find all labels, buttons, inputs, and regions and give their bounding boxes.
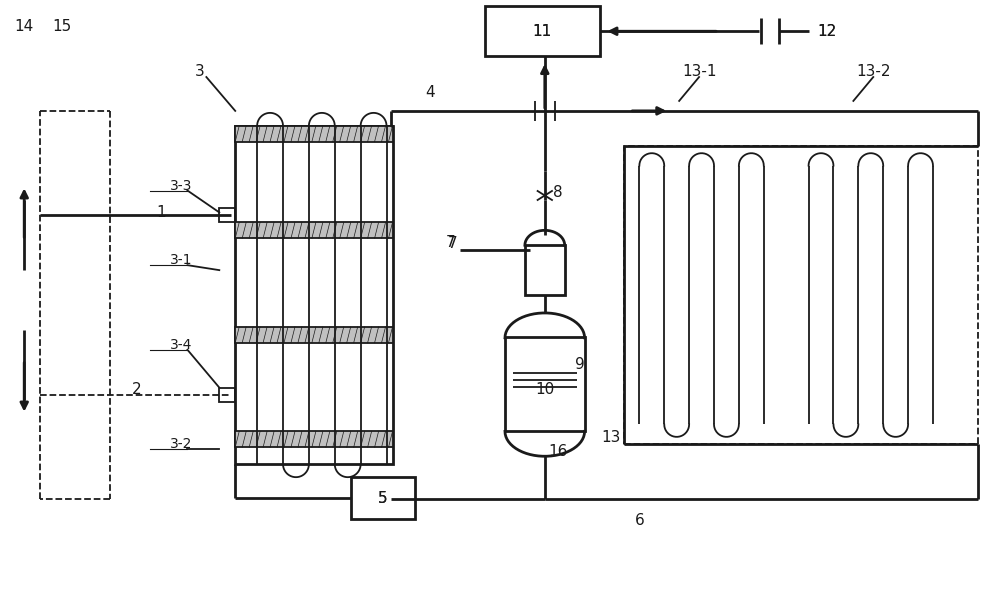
Text: 4: 4 <box>426 85 435 100</box>
Text: 11: 11 <box>532 24 551 39</box>
Bar <box>235 126 393 142</box>
Text: 12: 12 <box>817 24 836 39</box>
Text: 8: 8 <box>553 185 563 200</box>
Text: 13-1: 13-1 <box>682 64 716 79</box>
Text: 5: 5 <box>378 491 387 506</box>
Bar <box>235 431 393 448</box>
Bar <box>219 388 235 401</box>
Text: 5: 5 <box>378 491 387 506</box>
Text: 7: 7 <box>447 236 457 251</box>
Bar <box>219 208 235 223</box>
Text: 3-3: 3-3 <box>170 179 192 193</box>
Bar <box>235 126 393 464</box>
Bar <box>485 7 600 56</box>
Bar <box>235 223 393 238</box>
Text: 3-4: 3-4 <box>170 338 192 352</box>
Text: 13-2: 13-2 <box>856 64 891 79</box>
Bar <box>525 245 565 295</box>
Text: 9: 9 <box>575 357 585 372</box>
Bar <box>624 146 978 445</box>
Text: 10: 10 <box>535 382 554 397</box>
Text: 3-1: 3-1 <box>170 253 192 267</box>
Bar <box>351 477 415 519</box>
Text: 12: 12 <box>817 24 836 39</box>
Bar <box>235 327 393 343</box>
Text: 14: 14 <box>15 19 34 34</box>
Text: 15: 15 <box>52 19 72 34</box>
Text: 6: 6 <box>634 514 644 529</box>
Text: 16: 16 <box>548 444 567 459</box>
Text: 1: 1 <box>157 205 166 220</box>
Text: 3-2: 3-2 <box>170 437 192 451</box>
Bar <box>505 337 585 431</box>
Text: 11: 11 <box>532 24 551 39</box>
Text: 7: 7 <box>445 235 455 250</box>
Text: 13: 13 <box>602 430 621 445</box>
Text: 3: 3 <box>195 64 204 79</box>
Text: 2: 2 <box>132 382 141 397</box>
